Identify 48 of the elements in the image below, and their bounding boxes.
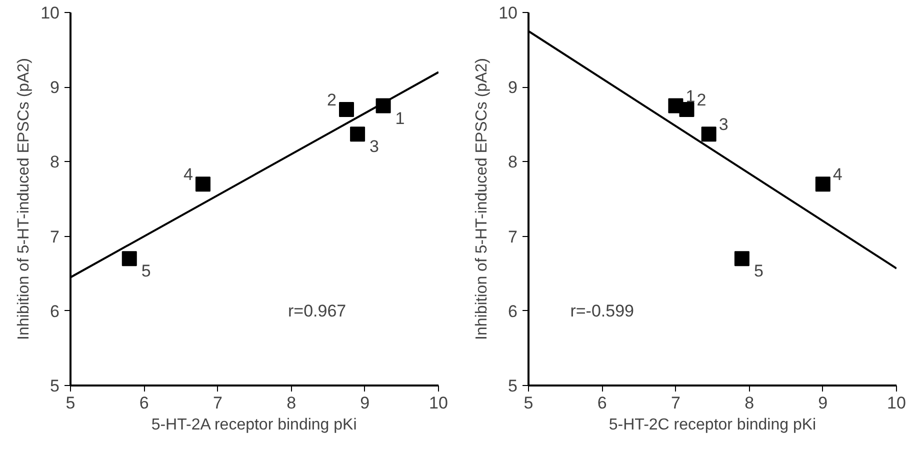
x-tick-label: 9 bbox=[360, 394, 370, 412]
y-tick-label: 9 bbox=[50, 78, 60, 98]
point bbox=[350, 126, 366, 142]
y-tick-label: 10 bbox=[40, 4, 60, 22]
point bbox=[815, 176, 830, 192]
point bbox=[701, 126, 716, 142]
x-tick-label: 7 bbox=[212, 394, 222, 412]
y-tick-label: 6 bbox=[508, 302, 518, 321]
y-tick-label: 5 bbox=[50, 376, 60, 396]
y-tick-label: 9 bbox=[508, 78, 518, 98]
annotation: 1 bbox=[686, 86, 696, 106]
annotation: r=0.967 bbox=[288, 301, 346, 320]
y-tick-label: 6 bbox=[50, 302, 60, 321]
point bbox=[339, 102, 354, 117]
annotation: 3 bbox=[370, 137, 380, 156]
y-axis-title: Inhibition of 5-HT-induced EPSCs (pA2) bbox=[474, 58, 491, 340]
annotation: 5 bbox=[754, 262, 764, 281]
point bbox=[734, 251, 750, 266]
y-tick-label: 8 bbox=[50, 152, 60, 172]
y-tick-label: 5 bbox=[508, 376, 518, 396]
annotation: 4 bbox=[184, 165, 193, 184]
annotation: 5 bbox=[141, 262, 151, 281]
annotation: 2 bbox=[696, 90, 706, 110]
x-tick-label: 6 bbox=[597, 394, 607, 412]
annotation: 4 bbox=[832, 165, 842, 184]
y-tick-label: 7 bbox=[50, 227, 60, 246]
point bbox=[679, 102, 694, 117]
annotation: 2 bbox=[327, 90, 337, 110]
x-axis-title: 5-HT-2C receptor binding pKi bbox=[608, 416, 816, 434]
x-axis-title: 5-HT-2A receptor binding pKi bbox=[151, 416, 357, 434]
y-tick-label: 7 bbox=[508, 227, 518, 246]
x-tick-label: 8 bbox=[744, 394, 754, 412]
y-tick-label: 10 bbox=[498, 4, 518, 22]
x-tick-label: 5 bbox=[524, 394, 534, 412]
point bbox=[195, 176, 210, 192]
x-tick-label: 10 bbox=[887, 394, 906, 412]
x-tick-label: 5 bbox=[66, 394, 76, 412]
x-tick-label: 9 bbox=[818, 394, 828, 412]
x-tick-label: 6 bbox=[139, 394, 149, 412]
annotation: 1 bbox=[395, 108, 405, 128]
y-axis-title: Inhibition of 5-HT-induced EPSCs (pA2) bbox=[16, 58, 33, 340]
point bbox=[122, 251, 137, 266]
x-tick-label: 10 bbox=[429, 394, 448, 412]
y-tick-label: 8 bbox=[508, 152, 518, 172]
x-tick-label: 7 bbox=[670, 394, 680, 412]
annotation: 3 bbox=[718, 115, 728, 134]
x-tick-label: 8 bbox=[286, 394, 296, 412]
annotation: r=-0.599 bbox=[570, 301, 634, 320]
